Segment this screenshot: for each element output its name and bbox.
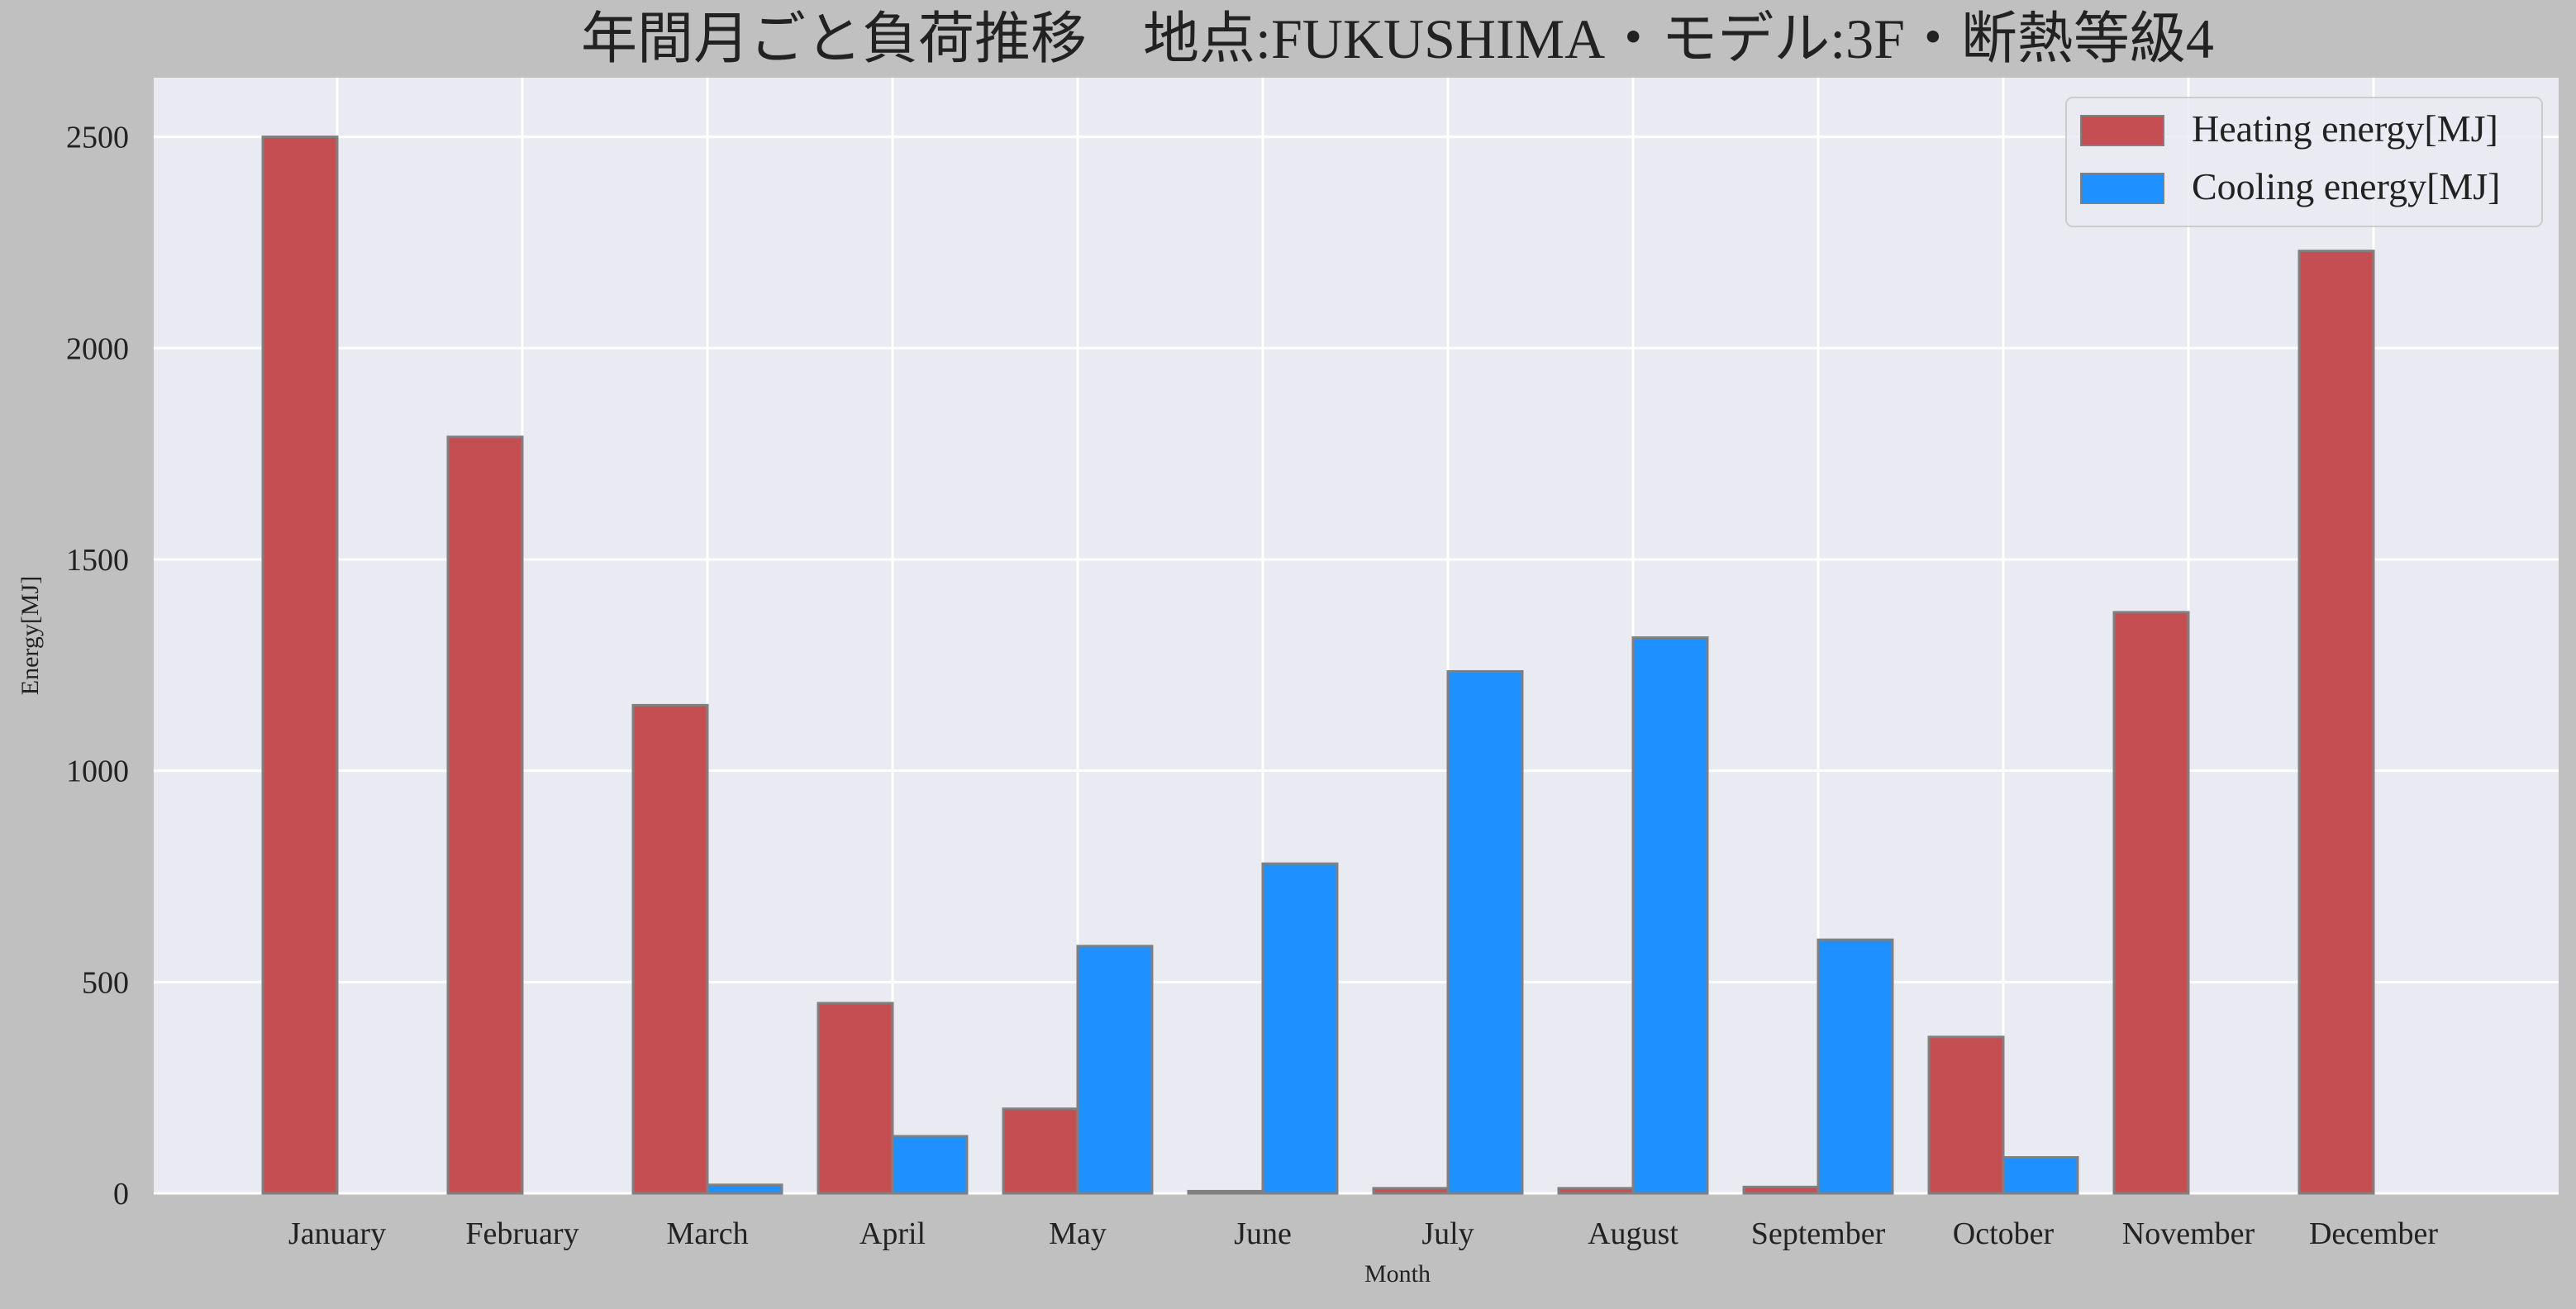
bars bbox=[261, 136, 2375, 1195]
x-tick-label: November bbox=[2122, 1216, 2255, 1251]
bar-cooling-august bbox=[1631, 636, 1709, 1195]
bar-heating-march bbox=[631, 703, 709, 1195]
bar-cooling-october bbox=[2002, 1156, 2079, 1195]
x-tick-label: January bbox=[288, 1216, 386, 1251]
x-tick-label: October bbox=[1953, 1216, 2055, 1251]
bar-cooling-june bbox=[1261, 862, 1339, 1195]
x-tick-label: July bbox=[1421, 1216, 1474, 1251]
y-tick-label: 1000 bbox=[66, 754, 129, 789]
bar-cooling-april bbox=[891, 1135, 969, 1195]
x-tick-label: May bbox=[1049, 1216, 1107, 1251]
x-tick-label: February bbox=[465, 1216, 579, 1251]
y-tick-label: 1500 bbox=[66, 543, 129, 578]
bar-heating-april bbox=[817, 1002, 894, 1195]
legend-swatch bbox=[2080, 115, 2164, 146]
bar-heating-january bbox=[261, 136, 339, 1195]
bar-heating-may bbox=[1002, 1107, 1079, 1195]
x-tick-label: December bbox=[2309, 1216, 2438, 1251]
bar-cooling-march bbox=[706, 1183, 783, 1195]
bar-cooling-may bbox=[1076, 945, 1154, 1195]
chart-title: 年間月ごと負荷推移 地点:FUKUSHIMA・モデル:3F・断熱等級4 bbox=[581, 7, 2214, 70]
bar-heating-june bbox=[1187, 1189, 1264, 1195]
x-tick-label: September bbox=[1751, 1216, 1886, 1251]
bar-heating-october bbox=[1927, 1035, 2005, 1195]
x-tick-label: August bbox=[1588, 1216, 1678, 1251]
x-tick-label: March bbox=[666, 1216, 748, 1251]
x-tick-label: April bbox=[859, 1216, 926, 1251]
x-axis-ticks: January February March April May June July Augu… bbox=[288, 1216, 2438, 1251]
legend-swatch bbox=[2080, 173, 2164, 204]
bar-cooling-july bbox=[1446, 669, 1524, 1195]
legend-label: Cooling energy[MJ] bbox=[2192, 165, 2501, 207]
bar-heating-august bbox=[1557, 1187, 1635, 1195]
legend: Heating energy[MJ] Cooling energy[MJ] bbox=[2065, 97, 2543, 227]
x-axis-label: Month bbox=[1364, 1260, 1431, 1288]
bar-cooling-september bbox=[1817, 938, 1894, 1195]
y-tick-label: 2000 bbox=[66, 331, 129, 366]
y-axis-ticks: 0 500 1000 1500 2000 2500 bbox=[66, 121, 129, 1211]
legend-frame bbox=[2065, 97, 2543, 227]
x-tick-label: June bbox=[1234, 1216, 1292, 1251]
bar-heating-september bbox=[1742, 1185, 1820, 1195]
y-tick-label: 2500 bbox=[66, 121, 129, 155]
legend-label: Heating energy[MJ] bbox=[2192, 107, 2498, 150]
y-tick-label: 500 bbox=[82, 965, 129, 1000]
bar-heating-february bbox=[446, 436, 524, 1195]
y-tick-label: 0 bbox=[113, 1177, 129, 1211]
y-axis-label: Energy[MJ] bbox=[17, 576, 44, 695]
bar-heating-december bbox=[2297, 250, 2375, 1195]
bar-heating-november bbox=[2112, 611, 2190, 1195]
bar-heating-july bbox=[1372, 1187, 1450, 1195]
